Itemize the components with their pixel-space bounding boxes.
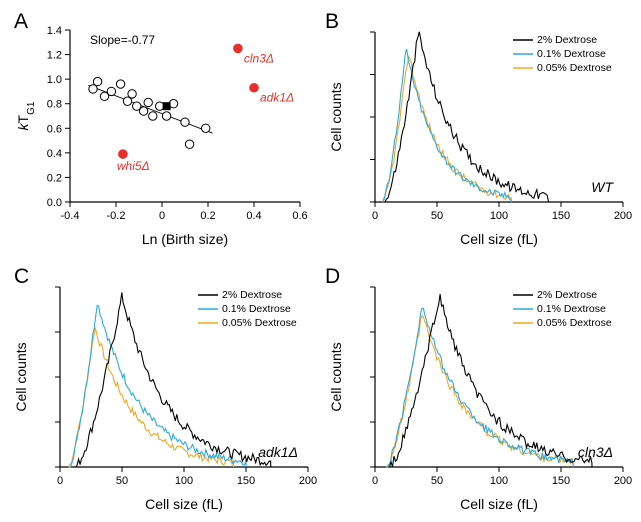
- svg-text:150: 150: [237, 475, 255, 487]
- svg-text:150: 150: [552, 210, 570, 222]
- svg-text:100: 100: [490, 475, 508, 487]
- svg-text:Cell counts: Cell counts: [328, 342, 344, 411]
- svg-text:0.05% Dextrose: 0.05% Dextrose: [537, 62, 612, 74]
- svg-text:Cell size (fL): Cell size (fL): [460, 231, 538, 247]
- svg-text:50: 50: [116, 475, 128, 487]
- svg-text:cln3Δ: cln3Δ: [578, 444, 613, 460]
- svg-text:200: 200: [299, 475, 317, 487]
- svg-text:0.1% Dextrose: 0.1% Dextrose: [222, 303, 291, 315]
- panel-a: A 0.00.20.40.60.81.01.21.4-0.4-0.200.20.…: [10, 10, 320, 250]
- svg-text:1.0: 1.0: [47, 74, 62, 86]
- hist-plot-d: 0 50 100 150 200 Cell size (fL) Cell counts 2% …: [325, 265, 635, 515]
- svg-text:50: 50: [431, 210, 443, 222]
- svg-text:50: 50: [431, 475, 443, 487]
- svg-text:0.1% Dextrose: 0.1% Dextrose: [537, 303, 606, 315]
- svg-text:WT: WT: [591, 179, 614, 195]
- svg-text:0.2: 0.2: [47, 172, 62, 184]
- svg-text:whi5Δ: whi5Δ: [117, 159, 150, 173]
- svg-text:2% Dextrose: 2% Dextrose: [222, 289, 282, 301]
- svg-text:1.2: 1.2: [47, 50, 62, 62]
- svg-text:2% Dextrose: 2% Dextrose: [537, 34, 597, 46]
- svg-text:150: 150: [552, 475, 570, 487]
- svg-text:0.0: 0.0: [47, 197, 62, 209]
- svg-text:0: 0: [372, 210, 378, 222]
- svg-text:adk1Δ: adk1Δ: [260, 91, 294, 105]
- svg-text:Cell size (fL): Cell size (fL): [145, 496, 223, 512]
- svg-text:0: 0: [57, 475, 63, 487]
- svg-text:200: 200: [614, 475, 632, 487]
- svg-text:adk1Δ: adk1Δ: [258, 444, 298, 460]
- svg-text:kTG1: kTG1: [15, 101, 37, 130]
- svg-text:0: 0: [159, 210, 165, 222]
- svg-text:0: 0: [372, 475, 378, 487]
- svg-text:0.4: 0.4: [47, 148, 62, 160]
- svg-text:Cell size (fL): Cell size (fL): [460, 496, 538, 512]
- svg-text:Cell counts: Cell counts: [13, 342, 29, 411]
- svg-text:-0.4: -0.4: [61, 210, 80, 222]
- svg-text:0.6: 0.6: [47, 123, 62, 135]
- panel-c: C 050100150200Cell size (fL)Cell counts2…: [10, 265, 320, 515]
- svg-text:100: 100: [490, 210, 508, 222]
- svg-text:Ln (Birth size): Ln (Birth size): [142, 231, 228, 247]
- svg-text:Cell counts: Cell counts: [328, 82, 344, 151]
- panel-d: D 050100150200Cell size (fL)Cell counts2…: [325, 265, 635, 515]
- svg-text:0.2: 0.2: [200, 210, 215, 222]
- scatter-plot-a: 0.0 0.2 0.4 0.6 0.8 1.0 1.2 1.4 -0.4 -0.2 0 0.2 0.4 0…: [10, 10, 320, 250]
- svg-text:0.05% Dextrose: 0.05% Dextrose: [222, 317, 297, 329]
- svg-text:0.1% Dextrose: 0.1% Dextrose: [537, 48, 606, 60]
- svg-text:cln3Δ: cln3Δ: [244, 51, 274, 65]
- svg-text:2% Dextrose: 2% Dextrose: [537, 289, 597, 301]
- svg-text:100: 100: [175, 475, 193, 487]
- svg-text:1.4: 1.4: [47, 25, 62, 37]
- svg-text:200: 200: [614, 210, 632, 222]
- svg-text:0.8: 0.8: [47, 99, 62, 111]
- hist-plot-b: 0 50 100 150 200 Cell size (fL) Cell counts 2% …: [325, 10, 635, 250]
- svg-text:-0.2: -0.2: [107, 210, 126, 222]
- svg-text:0.6: 0.6: [292, 210, 307, 222]
- hist-plot-c: 0 50 100 150 200 Cell size (fL) Cell counts 2% …: [10, 265, 320, 515]
- svg-text:0.05% Dextrose: 0.05% Dextrose: [537, 317, 612, 329]
- panel-b: B 050100150200Cell size (fL)Cell counts2…: [325, 10, 635, 250]
- svg-text:Slope=-0.77: Slope=-0.77: [90, 33, 155, 47]
- svg-text:0.4: 0.4: [246, 210, 261, 222]
